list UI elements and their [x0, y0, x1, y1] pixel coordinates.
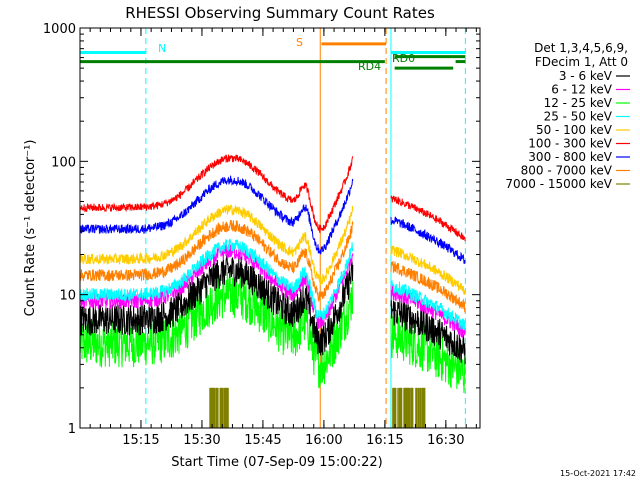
- burst-bar-0: [219, 387, 222, 428]
- burst-bar-1: [423, 387, 426, 428]
- legend-label: 300 - 800 keV: [528, 150, 612, 164]
- legend-label: 6 - 12 keV: [551, 83, 613, 97]
- burst-bar-1: [393, 387, 396, 428]
- burst-bar-0: [226, 387, 228, 428]
- legend-label: 12 - 25 keV: [544, 96, 613, 110]
- plot-area: [80, 28, 466, 428]
- burst-bar-1: [422, 387, 425, 428]
- legend-header-1: Det 1,3,4,5,6,9,: [534, 41, 628, 55]
- series-line-50-100kev: [80, 204, 354, 286]
- chart-title: RHESSI Observing Summary Count Rates: [125, 4, 435, 22]
- burst-bar-1: [400, 387, 403, 428]
- burst-bar-1: [399, 387, 401, 428]
- legend-label: 800 - 7000 keV: [521, 164, 613, 178]
- plot-frame: [79, 27, 481, 429]
- burst-bar-0: [211, 387, 214, 428]
- burst-bar-1: [419, 387, 422, 428]
- x-axis-label: Start Time (07-Sep-09 15:00:22): [171, 455, 382, 470]
- burst-bar-1: [415, 387, 417, 428]
- legend-label: 7000 - 15000 keV: [505, 177, 612, 191]
- series-line-12-25kev: [80, 271, 354, 389]
- series-line-6-12kev: [390, 285, 466, 338]
- legend-header-2: FDecim 1, Att 0: [535, 55, 628, 69]
- burst-bar-0: [216, 387, 218, 428]
- burst-bar-1: [411, 387, 414, 428]
- burst-bar-1: [405, 387, 407, 428]
- flag-label-s: S: [296, 36, 303, 49]
- x-tick-label: 15:15: [122, 433, 159, 448]
- series-line-300-800kev: [80, 175, 354, 255]
- x-tick-label: 15:30: [183, 433, 220, 448]
- y-tick-label: 10: [59, 289, 76, 304]
- flag-label-rd4: RD4: [358, 60, 381, 73]
- legend-label: 3 - 6 keV: [559, 69, 613, 83]
- series-line-800-7000kev: [390, 260, 466, 313]
- burst-bar-1: [408, 387, 410, 428]
- series-line-3-6kev: [80, 254, 354, 356]
- burst-bar-1: [421, 387, 423, 428]
- burst-bar-0: [213, 387, 216, 428]
- x-axis: 15:15 15:30 15:45 16:00 16:15 16:30: [79, 28, 477, 448]
- y-tick-label: 1: [68, 422, 76, 437]
- burst-bar-0: [227, 387, 229, 428]
- timestamp: 15-Oct-2021 17:42: [560, 469, 636, 478]
- series-line-12-25kev: [390, 313, 466, 394]
- burst-bar-1: [393, 387, 395, 428]
- burst-bar-1: [417, 387, 420, 428]
- y-tick-label: 100: [51, 155, 76, 170]
- legend-label: 50 - 100 keV: [536, 123, 613, 137]
- legend-label: 25 - 50 keV: [544, 110, 613, 124]
- burst-bar-1: [410, 387, 412, 428]
- flag-label-n: N: [158, 42, 166, 55]
- x-tick-label: 15:45: [244, 433, 281, 448]
- legend: Det 1,3,4,5,6,9, FDecim 1, Att 0 3 - 6 k…: [505, 41, 630, 191]
- y-tick-label: 1000: [43, 22, 76, 37]
- burst-bar-1: [406, 387, 409, 428]
- burst-bar-0: [222, 387, 224, 428]
- burst-bar-0: [215, 387, 217, 428]
- series-line-100-300kev: [390, 195, 466, 242]
- series-line-800-7000kev: [80, 220, 354, 302]
- burst-bar-0: [217, 387, 219, 428]
- burst-bar-0: [210, 387, 212, 428]
- series-line-50-100kev: [390, 245, 466, 295]
- burst-bar-1: [416, 387, 418, 428]
- y-axis: 1 10 100 1000: [43, 22, 480, 437]
- burst-bar-1: [397, 387, 399, 428]
- burst-bar-1: [394, 387, 397, 428]
- burst-bar-1: [403, 387, 405, 428]
- series-line-100-300kev: [80, 153, 354, 234]
- x-tick-label: 16:15: [366, 433, 403, 448]
- series-line-300-800kev: [390, 216, 466, 265]
- burst-bar-0: [224, 387, 227, 428]
- burst-bar-1: [404, 387, 406, 428]
- series-line-25-50kev: [390, 279, 466, 331]
- x-tick-label: 16:00: [305, 433, 342, 448]
- burst-bar-0: [221, 387, 223, 428]
- legend-label: 100 - 300 keV: [528, 137, 612, 151]
- series-line-25-50kev: [80, 238, 354, 321]
- flag-labels: N S RD0 RD4: [158, 36, 415, 73]
- flag-label-rd0: RD0: [392, 52, 415, 65]
- y-axis-label: Count Rate (s⁻¹ detector⁻¹): [23, 140, 38, 317]
- x-tick-label: 16:30: [427, 433, 464, 448]
